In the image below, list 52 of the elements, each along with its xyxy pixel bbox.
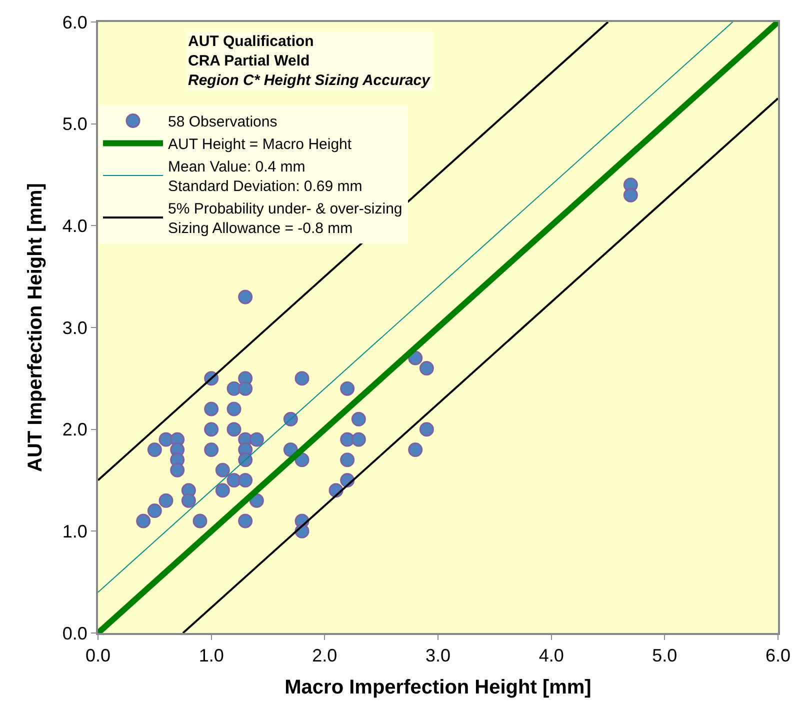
point	[215, 483, 230, 498]
point	[408, 442, 423, 457]
point	[419, 422, 434, 437]
point	[226, 402, 242, 416]
point	[181, 493, 196, 508]
y-tick-label: 1.0	[62, 521, 88, 542]
x-axis-title: Macro Imperfection Height [mm]	[284, 676, 592, 699]
point	[419, 360, 434, 376]
point	[204, 422, 219, 437]
point	[238, 514, 253, 528]
point	[204, 402, 219, 416]
y-tick-label: 4.0	[62, 216, 88, 236]
legend-label: 5% Probability under- & over-sizing Sizing Allowance = -0.8 mm	[168, 200, 402, 238]
y-tick-label: 6.0	[62, 12, 88, 32]
x-tick-label: 1.0	[198, 646, 224, 666]
x-tick-label: 3.0	[425, 646, 451, 666]
point	[136, 514, 151, 528]
legend-label: Mean Value: 0.4 mm Standard Deviation: 0.69 mm	[168, 158, 362, 196]
x-tick-label: 6.0	[765, 646, 791, 666]
text: AUT Qualification CRA Partial Weld	[188, 33, 314, 70]
y-tick-label: 2.0	[62, 420, 88, 440]
point	[158, 493, 174, 508]
point	[351, 412, 366, 426]
point	[238, 381, 253, 396]
point	[623, 188, 638, 202]
point	[238, 452, 253, 468]
point	[226, 422, 242, 437]
point	[192, 514, 208, 528]
x-tick-label: 0.0	[85, 646, 111, 666]
point	[238, 473, 253, 488]
point	[147, 504, 162, 518]
text: Region C* Height Sizing Accuracy	[188, 72, 431, 89]
point	[340, 381, 355, 396]
x-tick-label: 4.0	[538, 646, 564, 666]
point	[238, 290, 253, 304]
point	[147, 442, 162, 457]
x-tick-label: 2.0	[312, 646, 338, 666]
point	[283, 412, 298, 426]
x-tick-label: 5.0	[652, 646, 678, 666]
y-tick-label: 5.0	[62, 114, 88, 134]
point	[340, 452, 355, 468]
point	[294, 371, 310, 386]
point	[249, 432, 264, 447]
legend-label: AUT Height = Macro Height	[168, 136, 352, 154]
y-axis-title: AUT Imperfection Height [mm]	[24, 183, 46, 472]
point	[170, 462, 185, 478]
point	[351, 432, 366, 447]
point	[204, 442, 219, 457]
y-tick-label: 0.0	[62, 623, 88, 644]
legend-label: 58 Observations	[168, 114, 278, 131]
y-tick-label: 3.0	[62, 318, 88, 338]
point	[215, 462, 230, 478]
